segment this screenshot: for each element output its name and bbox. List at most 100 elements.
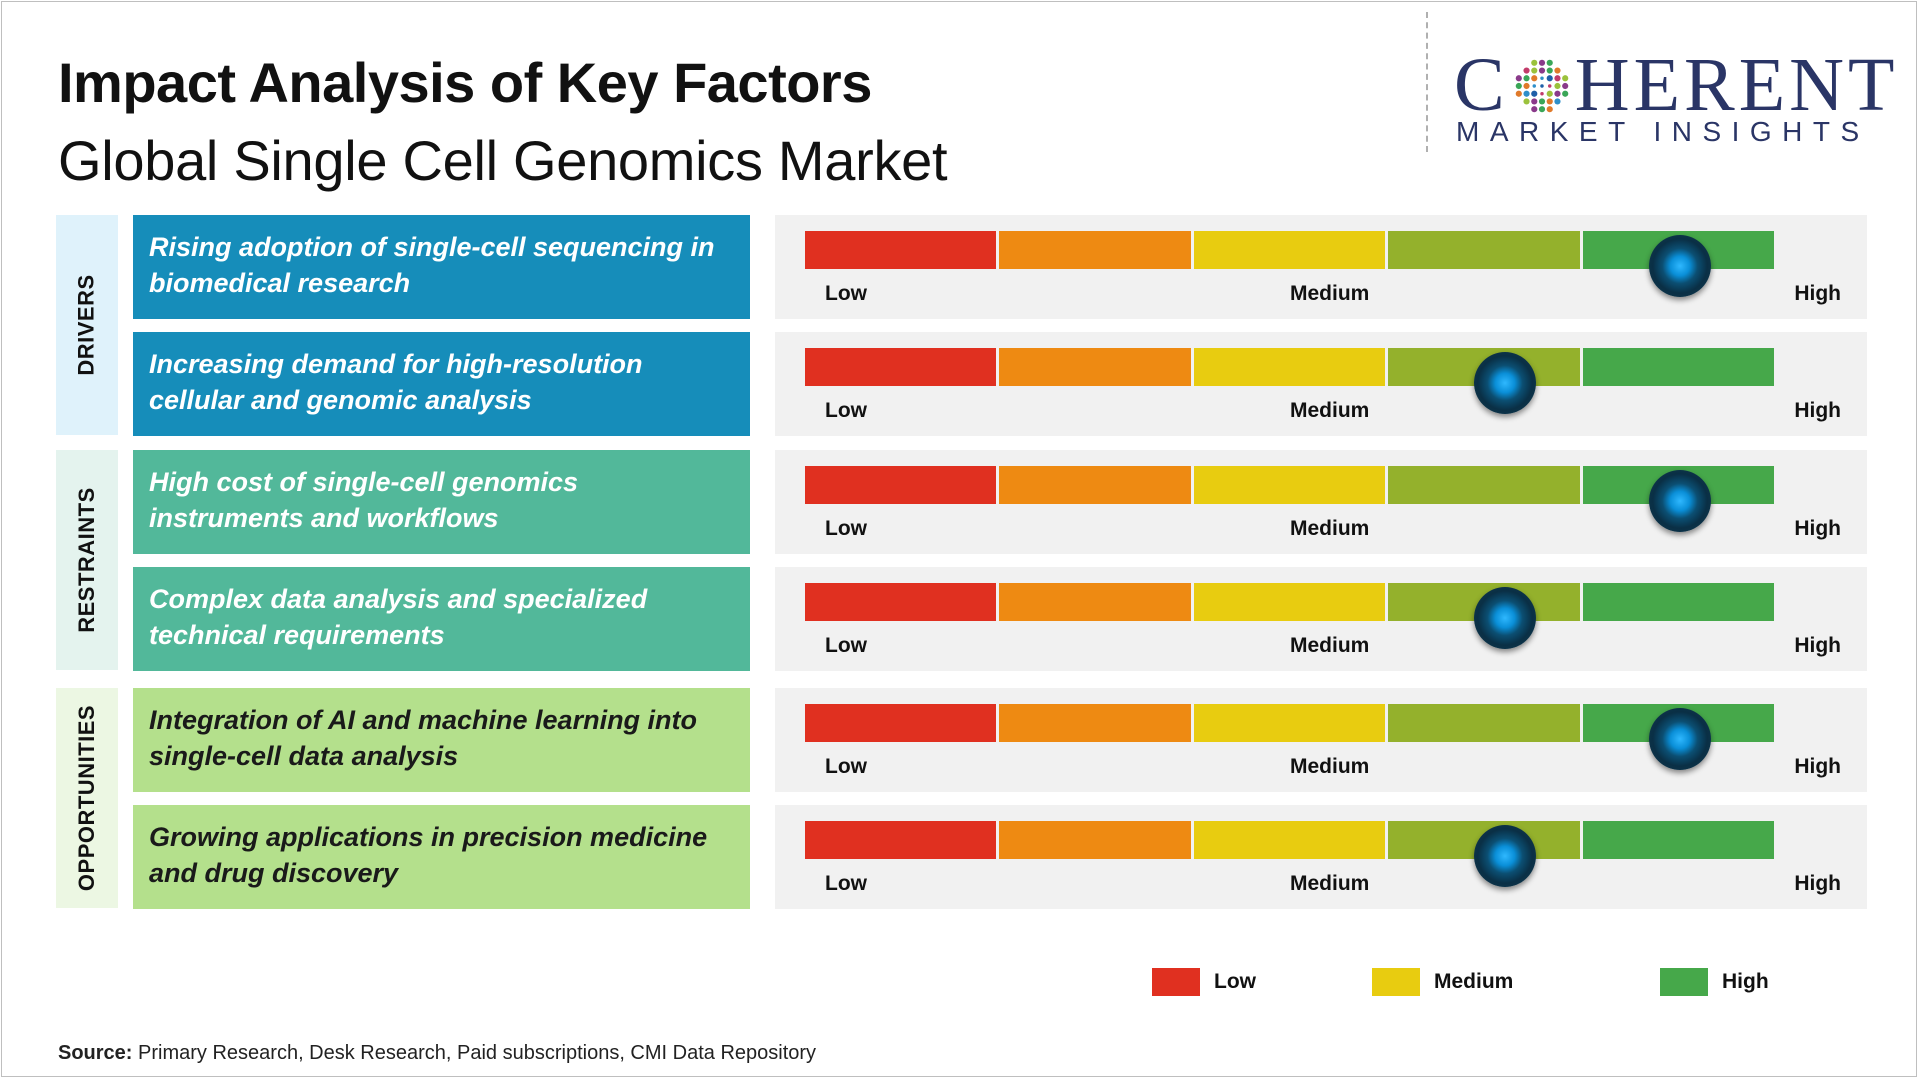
meter-label-low: Low [825,634,867,657]
meter-segment [805,583,997,621]
globe-dot [1532,83,1536,88]
globe-dot [1538,105,1545,112]
globe-dot [1561,74,1568,81]
meter-label-high: High [1794,517,1841,540]
legend-item-medium: Medium [1372,968,1513,996]
meter-segment [1582,583,1775,621]
meter-label-medium: Medium [1290,634,1370,657]
meter-segment [999,466,1191,504]
meter-segment [1388,466,1580,504]
meter-scale-bar [805,231,1777,297]
impact-meter: Low Medium High [775,215,1867,319]
group-label-opportunities: OPPORTUNITIES [74,704,99,892]
page-subtitle: Global Single Cell Genomics Market [58,129,948,192]
meter-segment [1193,583,1386,621]
globe-dot [1523,97,1530,105]
globe-dot [1538,97,1545,105]
legend-swatch-high [1660,968,1708,996]
meter-scale-bar [805,821,1777,887]
impact-meter: Low Medium High [775,450,1867,554]
globe-dot [1523,74,1530,81]
globe-dot [1554,97,1561,105]
meter-label-low: Low [825,755,867,778]
globe-dot [1539,76,1544,80]
globe-dot [1547,83,1552,88]
impact-indicator-knob [1648,470,1711,532]
meter-label-medium: Medium [1290,399,1370,422]
globe-dot [1561,90,1568,97]
legend-item-low: Low [1152,968,1256,996]
factor-box: Growing applications in precision medici… [133,805,750,909]
meter-label-high: High [1794,634,1841,657]
globe-dot [1546,97,1553,105]
globe-dot [1530,66,1538,74]
meter-label-high: High [1794,755,1841,778]
factor-box: Increasing demand for high-resolution ce… [133,332,750,436]
factor-box: Rising adoption of single-cell sequencin… [133,215,750,319]
meter-label-medium: Medium [1290,282,1370,305]
meter-label-low: Low [825,282,867,305]
impact-meter: Low Medium High [775,688,1867,792]
meter-segment [1388,704,1580,742]
group-tab-restraints: RESTRAINTS [56,450,118,670]
meter-segment [805,821,997,859]
globe-dot [1554,82,1561,89]
meter-segment [999,231,1191,269]
group-tab-opportunities: OPPORTUNITIES [56,688,118,908]
globe-dot [1554,90,1561,97]
meter-segment [805,704,997,742]
globe-dot [1530,90,1538,97]
meter-label-medium: Medium [1290,517,1370,540]
factor-box: Integration of AI and machine learning i… [133,688,750,792]
impact-indicator-knob [1648,708,1711,770]
globe-dot [1546,105,1553,112]
globe-dot [1515,74,1522,81]
globe-dot [1561,82,1568,89]
meter-label-medium: Medium [1290,755,1370,778]
globe-dot [1523,90,1530,97]
dotted-globe-icon [1515,59,1568,112]
globe-dot [1530,97,1538,105]
meter-label-low: Low [825,399,867,422]
impact-indicator-knob [1473,587,1536,649]
meter-label-high: High [1794,282,1841,305]
impact-indicator-knob [1473,825,1536,887]
logo-divider [1426,12,1428,152]
meter-segment [999,348,1191,386]
meter-label-low: Low [825,517,867,540]
page-title: Impact Analysis of Key Factors [58,51,872,114]
meter-segment [1582,821,1775,859]
meter-label-high: High [1794,399,1841,422]
meter-segment [805,348,997,386]
globe-dot [1546,66,1553,74]
globe-dot [1523,82,1530,89]
group-label-restraints: RESTRAINTS [74,487,99,633]
meter-segment [1193,704,1386,742]
meter-segment [999,583,1191,621]
meter-segment [1193,466,1386,504]
globe-dot [1546,90,1553,97]
legend-label-medium: Medium [1434,970,1514,993]
globe-dot [1538,66,1545,74]
impact-meter: Low Medium High [775,805,1867,909]
brand-logo: C HERENT [1454,42,1898,129]
meter-scale-bar [805,466,1777,532]
globe-dot [1546,74,1553,81]
globe-dot [1539,83,1544,88]
source-note: Source: Primary Research, Desk Research,… [58,1042,816,1065]
globe-dot [1530,74,1538,81]
factor-box: Complex data analysis and specialized te… [133,567,750,671]
group-label-drivers: DRIVERS [74,274,100,376]
impact-indicator-knob [1473,352,1536,414]
globe-dot [1554,66,1561,74]
legend-label-low: Low [1214,970,1256,993]
legend-swatch-medium [1372,968,1420,996]
meter-segment [999,821,1191,859]
globe-dot [1539,91,1544,95]
logo-name-suffix: HERENT [1574,43,1899,127]
meter-segment [1582,348,1775,386]
globe-dot [1554,74,1561,81]
meter-segment [1388,231,1580,269]
meter-segment [1193,348,1386,386]
